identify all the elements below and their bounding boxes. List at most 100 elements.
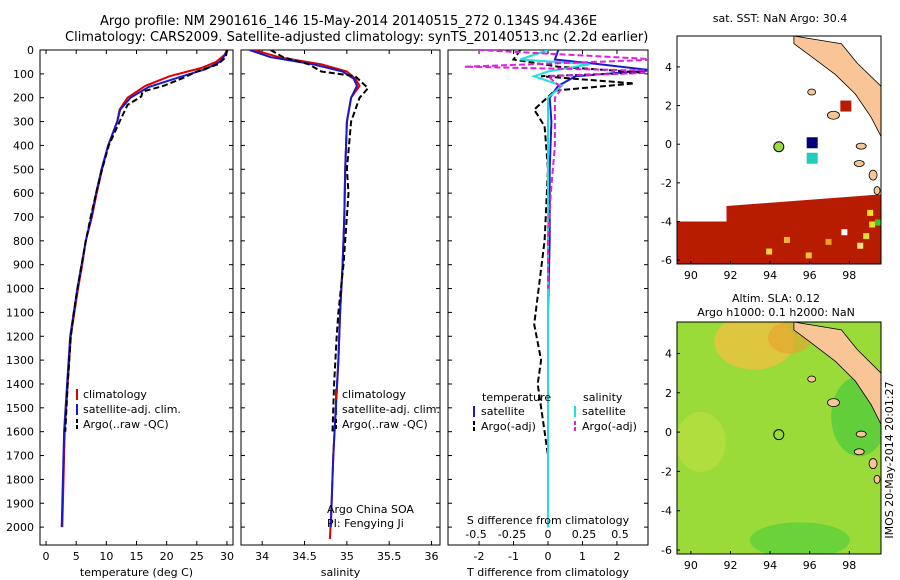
sst-pixel xyxy=(863,233,870,240)
y-tick-label: 200 xyxy=(13,92,34,105)
map-frame-sst_map xyxy=(676,35,882,265)
map-y-tick-label: 2 xyxy=(665,387,672,400)
legend-label-difference: satellite xyxy=(481,405,525,418)
map-content-sst_map xyxy=(677,36,881,264)
annotation-pi: PI: Fengying Ji xyxy=(327,517,404,530)
sumatra-landmass xyxy=(793,36,881,137)
x-tick-label-temperature: 5 xyxy=(73,550,80,563)
y-tick-label: 1100 xyxy=(6,306,34,319)
y-tick-label: 1000 xyxy=(6,283,34,296)
sst-pixel xyxy=(766,248,773,255)
legend-title-temperature: temperature xyxy=(482,391,551,404)
legend-label-temperature: climatology xyxy=(83,388,147,401)
y-tick-label: 1500 xyxy=(6,402,34,415)
x-tick-label-difference: -1 xyxy=(508,550,519,563)
map-x-tick-label: 94 xyxy=(763,559,777,572)
sst-pixel xyxy=(867,209,874,216)
legend-label-salinity: climatology xyxy=(342,388,406,401)
sst-pixel xyxy=(825,238,832,245)
sst-pixel xyxy=(875,219,881,226)
map-x-tick-label: 96 xyxy=(803,269,817,282)
series-line-t-argo-adj- xyxy=(511,50,645,456)
top-tick-label-difference: -0.25 xyxy=(498,528,526,541)
legend-label-temperature: Argo(..raw -QC) xyxy=(83,418,169,431)
map-sla_map xyxy=(676,321,882,555)
map-x-tick-label: 92 xyxy=(723,559,737,572)
island xyxy=(807,88,817,96)
map-y-tick-label: -2 xyxy=(661,465,672,478)
sst-field xyxy=(726,194,881,264)
x-tick-label-salinity: 36 xyxy=(425,550,439,563)
sumatra-landmass xyxy=(793,322,881,425)
map-y-tick-label: -6 xyxy=(661,254,672,267)
top-tick-label-difference: -0.5 xyxy=(465,528,486,541)
island xyxy=(868,169,878,181)
map-y-tick-label: 0 xyxy=(665,426,672,439)
imos-timestamp-label: IMOS 20-May-2014 20:01:27 xyxy=(883,381,896,538)
top-tick-label-difference: 0 xyxy=(545,528,552,541)
island xyxy=(827,110,840,120)
argo-position-marker xyxy=(773,141,785,153)
x-tick-label-difference: 1 xyxy=(579,550,586,563)
map-content-sla_map xyxy=(677,322,881,554)
map-x-tick-label: 90 xyxy=(684,269,698,282)
series-group-difference xyxy=(464,50,648,528)
y-tick-label: 1800 xyxy=(6,473,34,486)
map-x-tick-label: 96 xyxy=(803,559,817,572)
x-tick-label-salinity: 35 xyxy=(340,550,354,563)
plot-frame-temperature xyxy=(39,49,234,546)
x-tick-label-salinity: 34 xyxy=(255,550,269,563)
y-tick-label: 1900 xyxy=(6,497,34,510)
y-tick-label: 400 xyxy=(13,139,34,152)
sst-field-west xyxy=(677,221,727,264)
x-tick-label-temperature: 10 xyxy=(99,550,113,563)
map-y-tick-label: 2 xyxy=(665,100,672,113)
x-tick-label-temperature: 15 xyxy=(130,550,144,563)
y-tick-label: 1400 xyxy=(6,378,34,391)
y-tick-label: 1700 xyxy=(6,450,34,463)
island xyxy=(853,448,865,456)
y-tick-label: 0 xyxy=(27,44,34,57)
map-x-tick-label: 92 xyxy=(723,269,737,282)
sst-pixel xyxy=(841,229,848,236)
figure-title-line2: Climatology: CARS2009. Satellite-adjuste… xyxy=(65,30,649,45)
sla-map-subtitle: Argo h1000: 0.1 h2000: NaN xyxy=(697,306,855,319)
map-y-tick-label: -2 xyxy=(661,177,672,190)
y-tick-label: 700 xyxy=(13,211,34,224)
climatology-marker-square xyxy=(806,152,818,164)
y-tick-label: 1300 xyxy=(6,354,34,367)
x-tick-label-difference: -2 xyxy=(474,550,485,563)
sst-map-title: sat. SST: NaN Argo: 30.4 xyxy=(713,12,847,25)
argo-marker-square xyxy=(806,137,818,149)
y-tick-label: 1600 xyxy=(6,426,34,439)
map-x-tick-label: 94 xyxy=(763,269,777,282)
sst-pixel xyxy=(857,242,864,249)
island xyxy=(868,458,878,469)
x-tick-label-temperature: 25 xyxy=(190,550,204,563)
island xyxy=(873,474,881,484)
map-y-tick-label: 4 xyxy=(665,347,672,360)
legend-label-temperature: satellite-adj. clim. xyxy=(83,403,181,416)
x-tick-label-temperature: 30 xyxy=(220,550,234,563)
sst-pixel xyxy=(783,236,790,243)
island xyxy=(855,142,867,150)
sla-green-band xyxy=(749,522,850,554)
sla-low-blob xyxy=(677,411,726,472)
y-tick-label: 300 xyxy=(13,116,34,129)
y-tick-label: 600 xyxy=(13,187,34,200)
figure-title-line1: Argo profile: NM 2901616_146 15-May-2014… xyxy=(100,14,598,29)
island xyxy=(807,375,817,383)
legend-label-difference: satellite xyxy=(582,405,626,418)
y-tick-label: 2000 xyxy=(6,521,34,534)
annotation-float-owner: Argo China SOA xyxy=(327,503,414,516)
sst-pixel xyxy=(869,221,876,228)
x-axis-label-salinity: salinity xyxy=(321,566,361,579)
legend-title-salinity: salinity xyxy=(583,391,623,404)
map-x-tick-label: 98 xyxy=(842,559,856,572)
sst-pixel xyxy=(805,252,812,259)
island xyxy=(827,398,840,408)
legend-label-salinity: satellite-adj. clim. xyxy=(342,403,440,416)
series-line-argo-raw-qc- xyxy=(270,50,370,432)
map-sst_map xyxy=(676,35,882,265)
